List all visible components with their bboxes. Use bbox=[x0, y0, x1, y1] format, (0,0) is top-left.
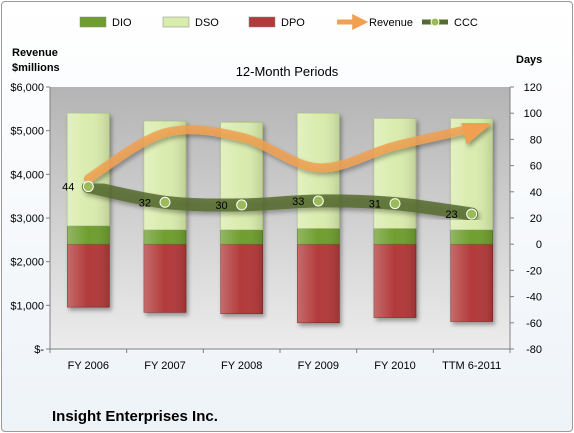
right-tick-label: 60 bbox=[530, 161, 542, 173]
bar-dso-sheen bbox=[374, 118, 416, 229]
left-axis-title: Revenue bbox=[12, 47, 58, 59]
bar-dio-sheen bbox=[297, 228, 340, 245]
legend-swatch-dio bbox=[79, 16, 107, 28]
bar-stack bbox=[143, 120, 187, 313]
chart-title: 12-Month Periods bbox=[236, 64, 339, 79]
left-tick-label: $- bbox=[34, 344, 44, 356]
bar-dio-sheen bbox=[144, 229, 186, 245]
x-tick-label: FY 2007 bbox=[144, 360, 185, 372]
legend-label-revenue: Revenue bbox=[369, 17, 413, 29]
legend-swatch-dpo bbox=[248, 16, 276, 28]
legend-swatch-ccc-marker bbox=[430, 17, 440, 27]
bar-dpo-sheen bbox=[220, 244, 263, 314]
right-tick-label: 80 bbox=[530, 134, 542, 146]
right-tick-label: 20 bbox=[530, 213, 542, 225]
right-tick-label: -40 bbox=[526, 292, 542, 304]
bar-dio-sheen bbox=[220, 229, 263, 245]
bar-dio-sheen bbox=[67, 225, 110, 245]
ccc-data-label: 31 bbox=[369, 199, 381, 211]
plot-area bbox=[50, 87, 510, 349]
ccc-data-label: 30 bbox=[215, 200, 227, 212]
ccc-data-label: 33 bbox=[292, 196, 304, 208]
left-tick-label: $5,000 bbox=[10, 126, 44, 138]
left-tick-label: $4,000 bbox=[10, 169, 44, 181]
ccc-point bbox=[236, 199, 248, 211]
ccc-point bbox=[159, 196, 171, 208]
bar-stack bbox=[373, 118, 417, 318]
ccc-point bbox=[389, 198, 401, 210]
x-tick-label: TTM 6-2011 bbox=[442, 360, 501, 372]
ccc-point bbox=[82, 181, 94, 193]
right-tick-label: 40 bbox=[530, 187, 542, 199]
right-tick-label: -60 bbox=[526, 318, 542, 330]
right-tick-label: 120 bbox=[524, 82, 542, 94]
x-tick-label: FY 2008 bbox=[221, 360, 262, 372]
left-tick-label: $2,000 bbox=[10, 257, 44, 269]
legend-label-ccc: CCC bbox=[454, 17, 478, 29]
right-tick-label: -80 bbox=[526, 344, 542, 356]
legend-label-dio: DIO bbox=[112, 17, 132, 29]
left-tick-label: $1,000 bbox=[10, 300, 44, 312]
ccc-point bbox=[312, 195, 324, 207]
bar-dio-sheen bbox=[374, 228, 416, 245]
ccc-data-label: 32 bbox=[139, 197, 151, 209]
right-tick-label: -20 bbox=[526, 265, 542, 277]
ccc-line bbox=[81, 180, 479, 221]
x-tick-label: FY 2006 bbox=[68, 360, 109, 372]
left-tick-label: $6,000 bbox=[10, 82, 44, 94]
ccc-point bbox=[466, 208, 478, 220]
legend-label-dpo: DPO bbox=[281, 17, 305, 29]
bar-stack bbox=[67, 112, 110, 308]
x-tick-label: FY 2010 bbox=[374, 360, 415, 372]
bar-dio-sheen bbox=[450, 229, 493, 245]
x-tick-label: FY 2009 bbox=[298, 360, 339, 372]
company-name: Insight Enterprises Inc. bbox=[52, 408, 218, 425]
bar-dpo-sheen bbox=[297, 244, 340, 323]
ccc-data-label: 44 bbox=[62, 182, 74, 194]
bar-stack bbox=[297, 112, 340, 324]
legend-swatch-dso bbox=[162, 16, 190, 28]
right-tick-label: 0 bbox=[536, 239, 542, 251]
right-tick-label: 100 bbox=[524, 108, 542, 120]
bar-dpo-sheen bbox=[67, 244, 110, 308]
ccc-data-label: 23 bbox=[445, 209, 457, 221]
right-axis-title: Days bbox=[516, 54, 542, 66]
bar-stack bbox=[220, 122, 263, 314]
revenue-line bbox=[83, 116, 492, 184]
bar-dpo-sheen bbox=[144, 244, 186, 313]
left-tick-label: $3,000 bbox=[10, 213, 44, 225]
legend-label-dso: DSO bbox=[195, 17, 219, 29]
bar-dpo-sheen bbox=[450, 244, 493, 322]
bar-dpo-sheen bbox=[374, 244, 416, 318]
left-axis-title-units: $millions bbox=[12, 62, 60, 74]
